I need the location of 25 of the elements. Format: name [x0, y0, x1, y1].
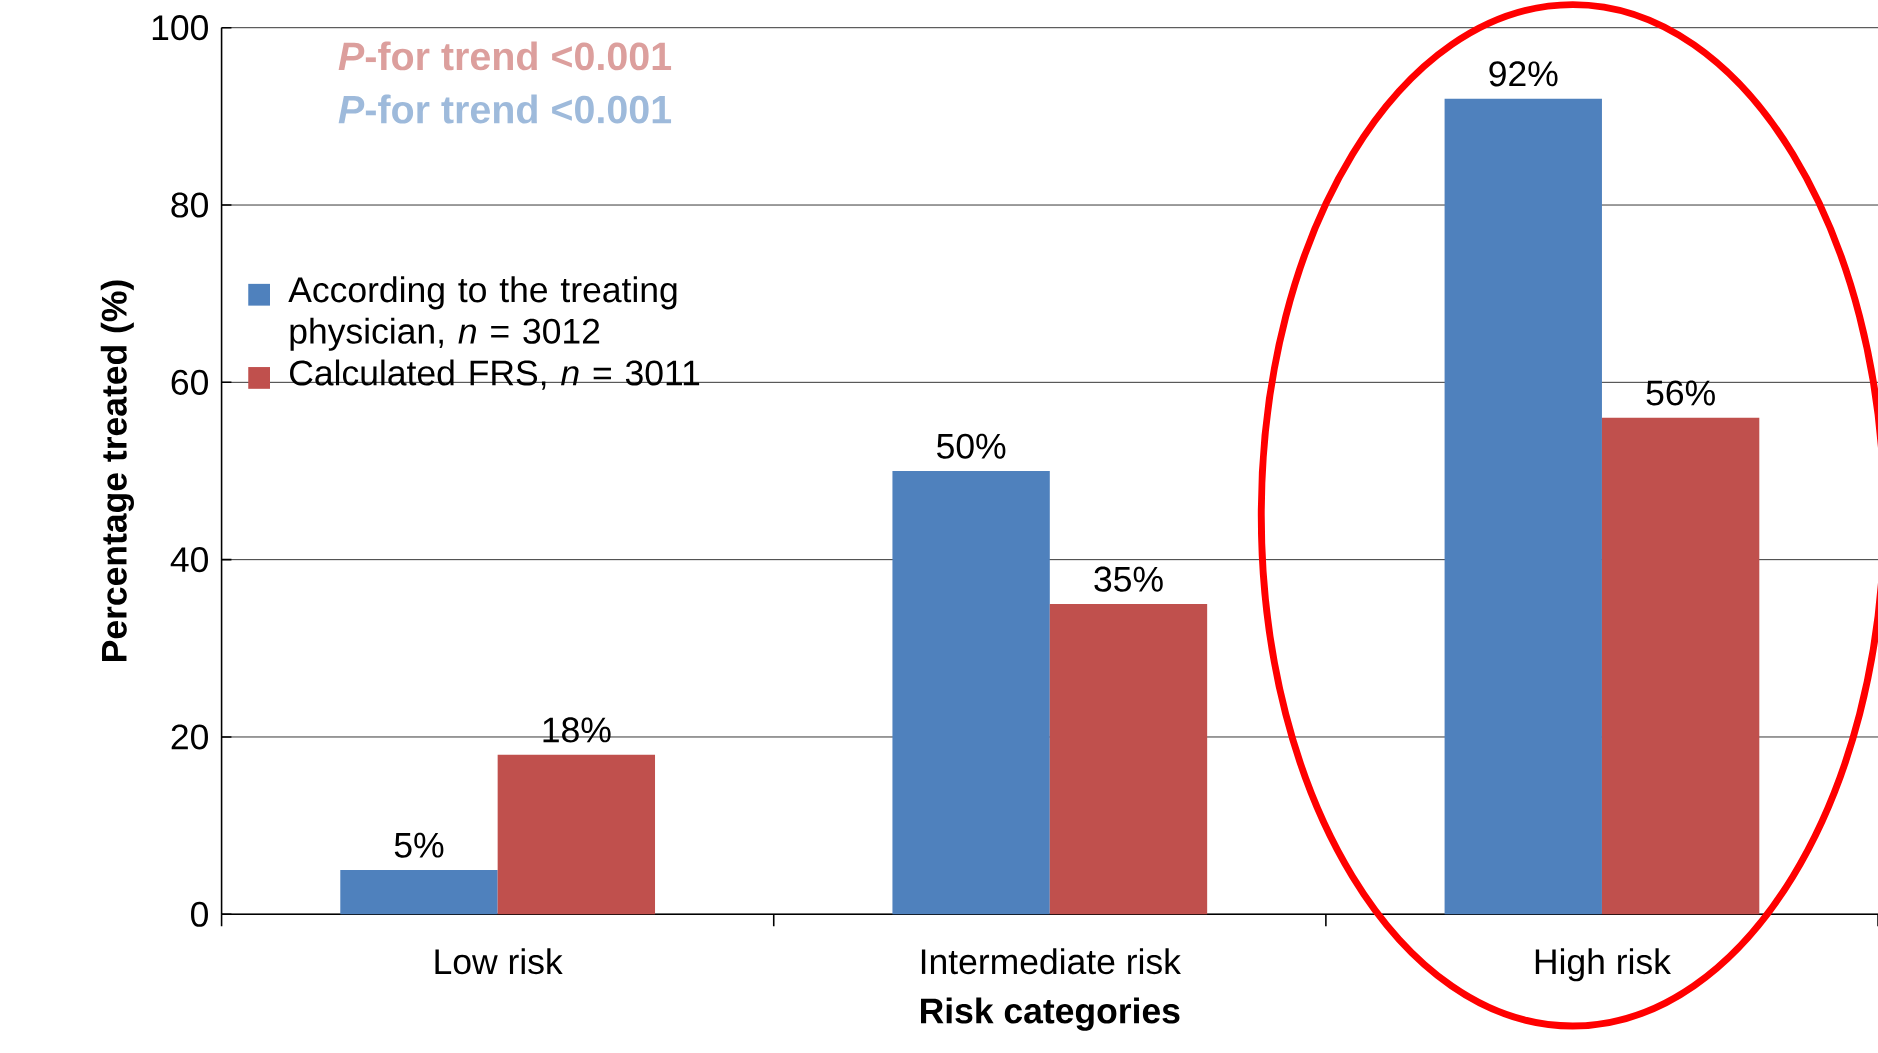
bar: [1444, 98, 1602, 915]
bar: [340, 870, 498, 915]
y-tick-label: 60: [171, 369, 208, 395]
data-label: 5%: [394, 832, 444, 858]
bar: [497, 754, 656, 915]
data-label: 50%: [937, 433, 1006, 459]
annotation: P-for trend <0.001: [338, 94, 672, 124]
y-tick-label: 80: [171, 192, 208, 218]
bar: [1049, 604, 1208, 915]
data-label: 18%: [543, 717, 611, 743]
bar: [1601, 417, 1760, 915]
x-axis-title: Risk categories: [921, 997, 1180, 1031]
x-tick-label: Low risk: [435, 948, 563, 975]
data-label: 56%: [1646, 380, 1715, 406]
x-tick-label: Intermediate risk: [921, 948, 1181, 975]
y-axis-title: Percentage treated (%): [100, 280, 134, 661]
y-tick-label: 20: [171, 724, 208, 750]
data-label: 92%: [1489, 61, 1558, 87]
x-tick-label: High risk: [1535, 948, 1671, 982]
bar: [892, 471, 1050, 915]
data-label: 35%: [1094, 566, 1163, 592]
y-tick-label: 100: [152, 15, 208, 41]
y-tick-label: 40: [170, 547, 208, 573]
annotation: P-for trend <0.001: [338, 41, 672, 71]
y-tick-label: 0: [191, 901, 208, 927]
